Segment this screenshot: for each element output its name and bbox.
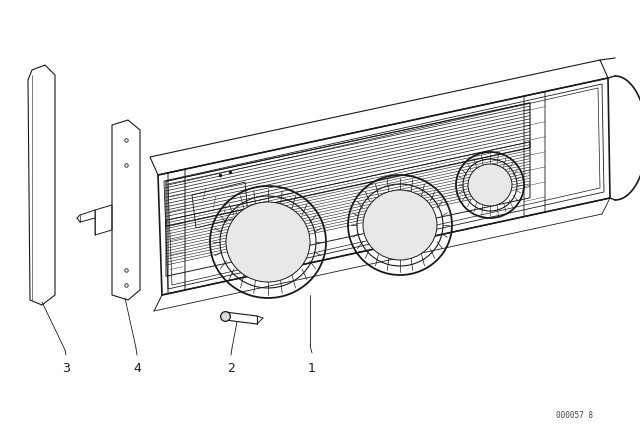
Text: 000057 8: 000057 8 bbox=[557, 410, 593, 419]
Text: 1: 1 bbox=[308, 362, 316, 375]
Ellipse shape bbox=[226, 202, 310, 282]
Text: 2: 2 bbox=[227, 362, 235, 375]
Ellipse shape bbox=[468, 164, 512, 206]
Text: 3: 3 bbox=[62, 362, 70, 375]
Text: 4: 4 bbox=[133, 362, 141, 375]
Ellipse shape bbox=[363, 190, 437, 260]
